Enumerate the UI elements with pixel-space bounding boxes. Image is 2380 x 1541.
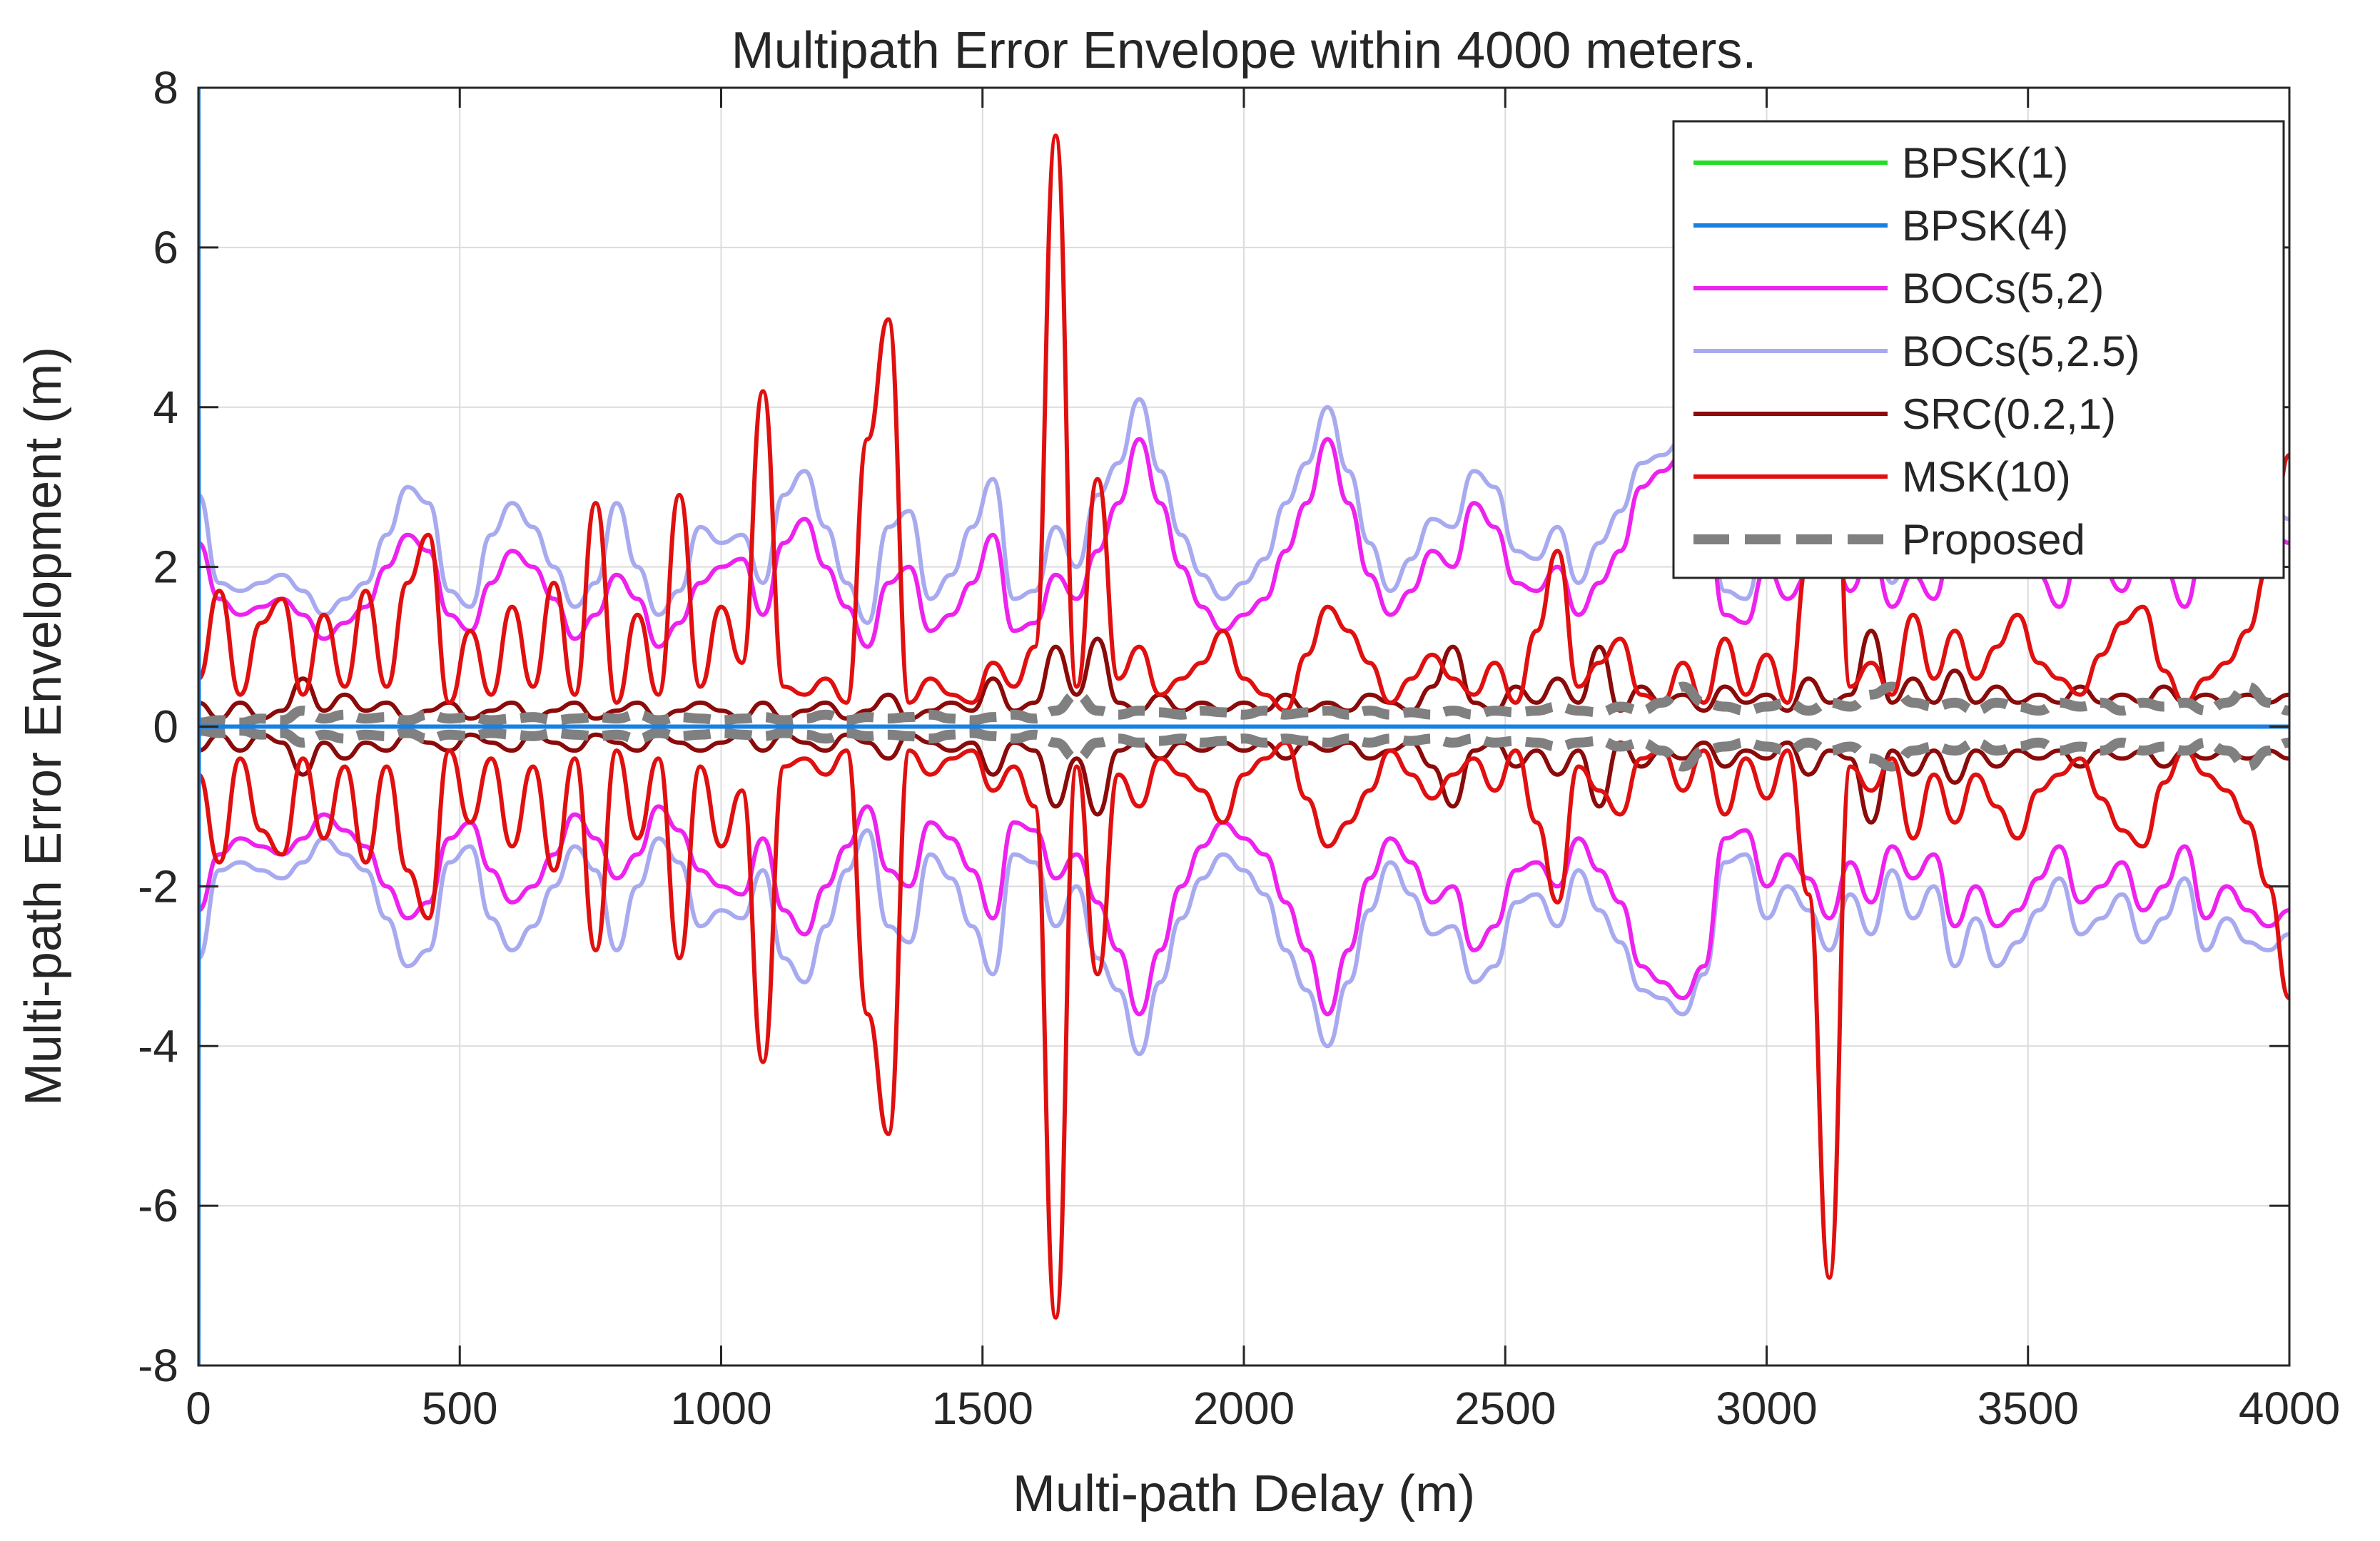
x-tick-label: 3000	[1716, 1383, 1817, 1434]
x-tick-label: 1000	[670, 1383, 771, 1434]
series-line-msk-10-lower	[198, 740, 2289, 1320]
legend-label-bocs-5-2: BOCs(5,2)	[1902, 265, 2104, 312]
y-tick-label: 0	[153, 701, 178, 753]
legend-label-bpsk-4: BPSK(4)	[1902, 202, 2068, 250]
legend-item-src-0-2-1: SRC(0.2,1)	[1693, 390, 2116, 438]
legend-label-bocs-5-2-5: BOCs(5,2.5)	[1902, 327, 2140, 375]
legend-label-msk-10: MSK(10)	[1902, 453, 2071, 501]
series-line-bocs-5-2-5-lower	[198, 828, 2289, 1057]
series-msk-10	[198, 133, 2289, 1320]
legend-item-msk-10: MSK(10)	[1693, 453, 2071, 501]
x-tick-label: 3500	[1978, 1383, 2079, 1434]
legend-item-bpsk-4: BPSK(4)	[1693, 202, 2068, 250]
y-tick-label: -2	[138, 860, 178, 912]
x-tick-label: 4000	[2239, 1383, 2340, 1434]
legend-label-proposed: Proposed	[1902, 516, 2085, 564]
y-tick-label: -6	[138, 1180, 178, 1231]
y-tick-label: 8	[153, 62, 178, 113]
series-line-src-0-2-1-lower	[198, 732, 2289, 825]
series-line-bocs-5-2-lower	[198, 804, 2289, 1017]
legend: BPSK(1) BPSK(4) BOCs(5,2) BOCs(5,2.5) SRC(0.…	[1672, 120, 2285, 579]
chart-title: Multipath Error Envelope within 4000 met…	[731, 22, 1757, 79]
x-tick-label: 500	[422, 1383, 498, 1434]
legend-item-bpsk-1: BPSK(1)	[1693, 139, 2068, 187]
axis-ticks: 0 500 1000 1500 2000 2500 3000 3500 4000 -8 -6 -4 -2…	[138, 62, 2340, 1434]
series-proposed	[198, 681, 2289, 772]
y-tick-label: 2	[153, 541, 178, 593]
legend-label-bpsk-1: BPSK(1)	[1902, 139, 2068, 187]
legend-item-bocs-5-2-5: BOCs(5,2.5)	[1693, 327, 2140, 375]
series-line-msk-10-upper	[198, 133, 2289, 713]
legend-item-bocs-5-2: BOCs(5,2)	[1693, 265, 2104, 312]
x-tick-label: 2000	[1193, 1383, 1295, 1434]
y-axis-title: Multi-path Error Envelopment (m)	[15, 347, 72, 1106]
y-tick-label: -8	[138, 1340, 178, 1391]
series-line-src-0-2-1-upper	[198, 629, 2289, 721]
series-src-0-2-1	[198, 629, 2289, 825]
x-tick-label: 0	[186, 1383, 211, 1434]
y-tick-label: 6	[153, 222, 178, 273]
x-tick-label: 1500	[932, 1383, 1033, 1434]
x-axis-title: Multi-path Delay (m)	[1013, 1465, 1475, 1522]
series-layer	[198, 88, 2289, 1365]
legend-label-src-0-2-1: SRC(0.2,1)	[1902, 390, 2116, 438]
legend-item-proposed: Proposed	[1693, 516, 2085, 564]
series-line-proposed-lower	[198, 726, 2289, 772]
series-line-bocs-5-2-upper	[198, 437, 2289, 649]
y-tick-label: -4	[138, 1020, 178, 1072]
series-line-proposed-upper	[198, 681, 2289, 728]
x-tick-label: 2500	[1454, 1383, 1556, 1434]
y-tick-label: 4	[153, 382, 178, 433]
series-bocs-5-2	[198, 437, 2289, 1017]
